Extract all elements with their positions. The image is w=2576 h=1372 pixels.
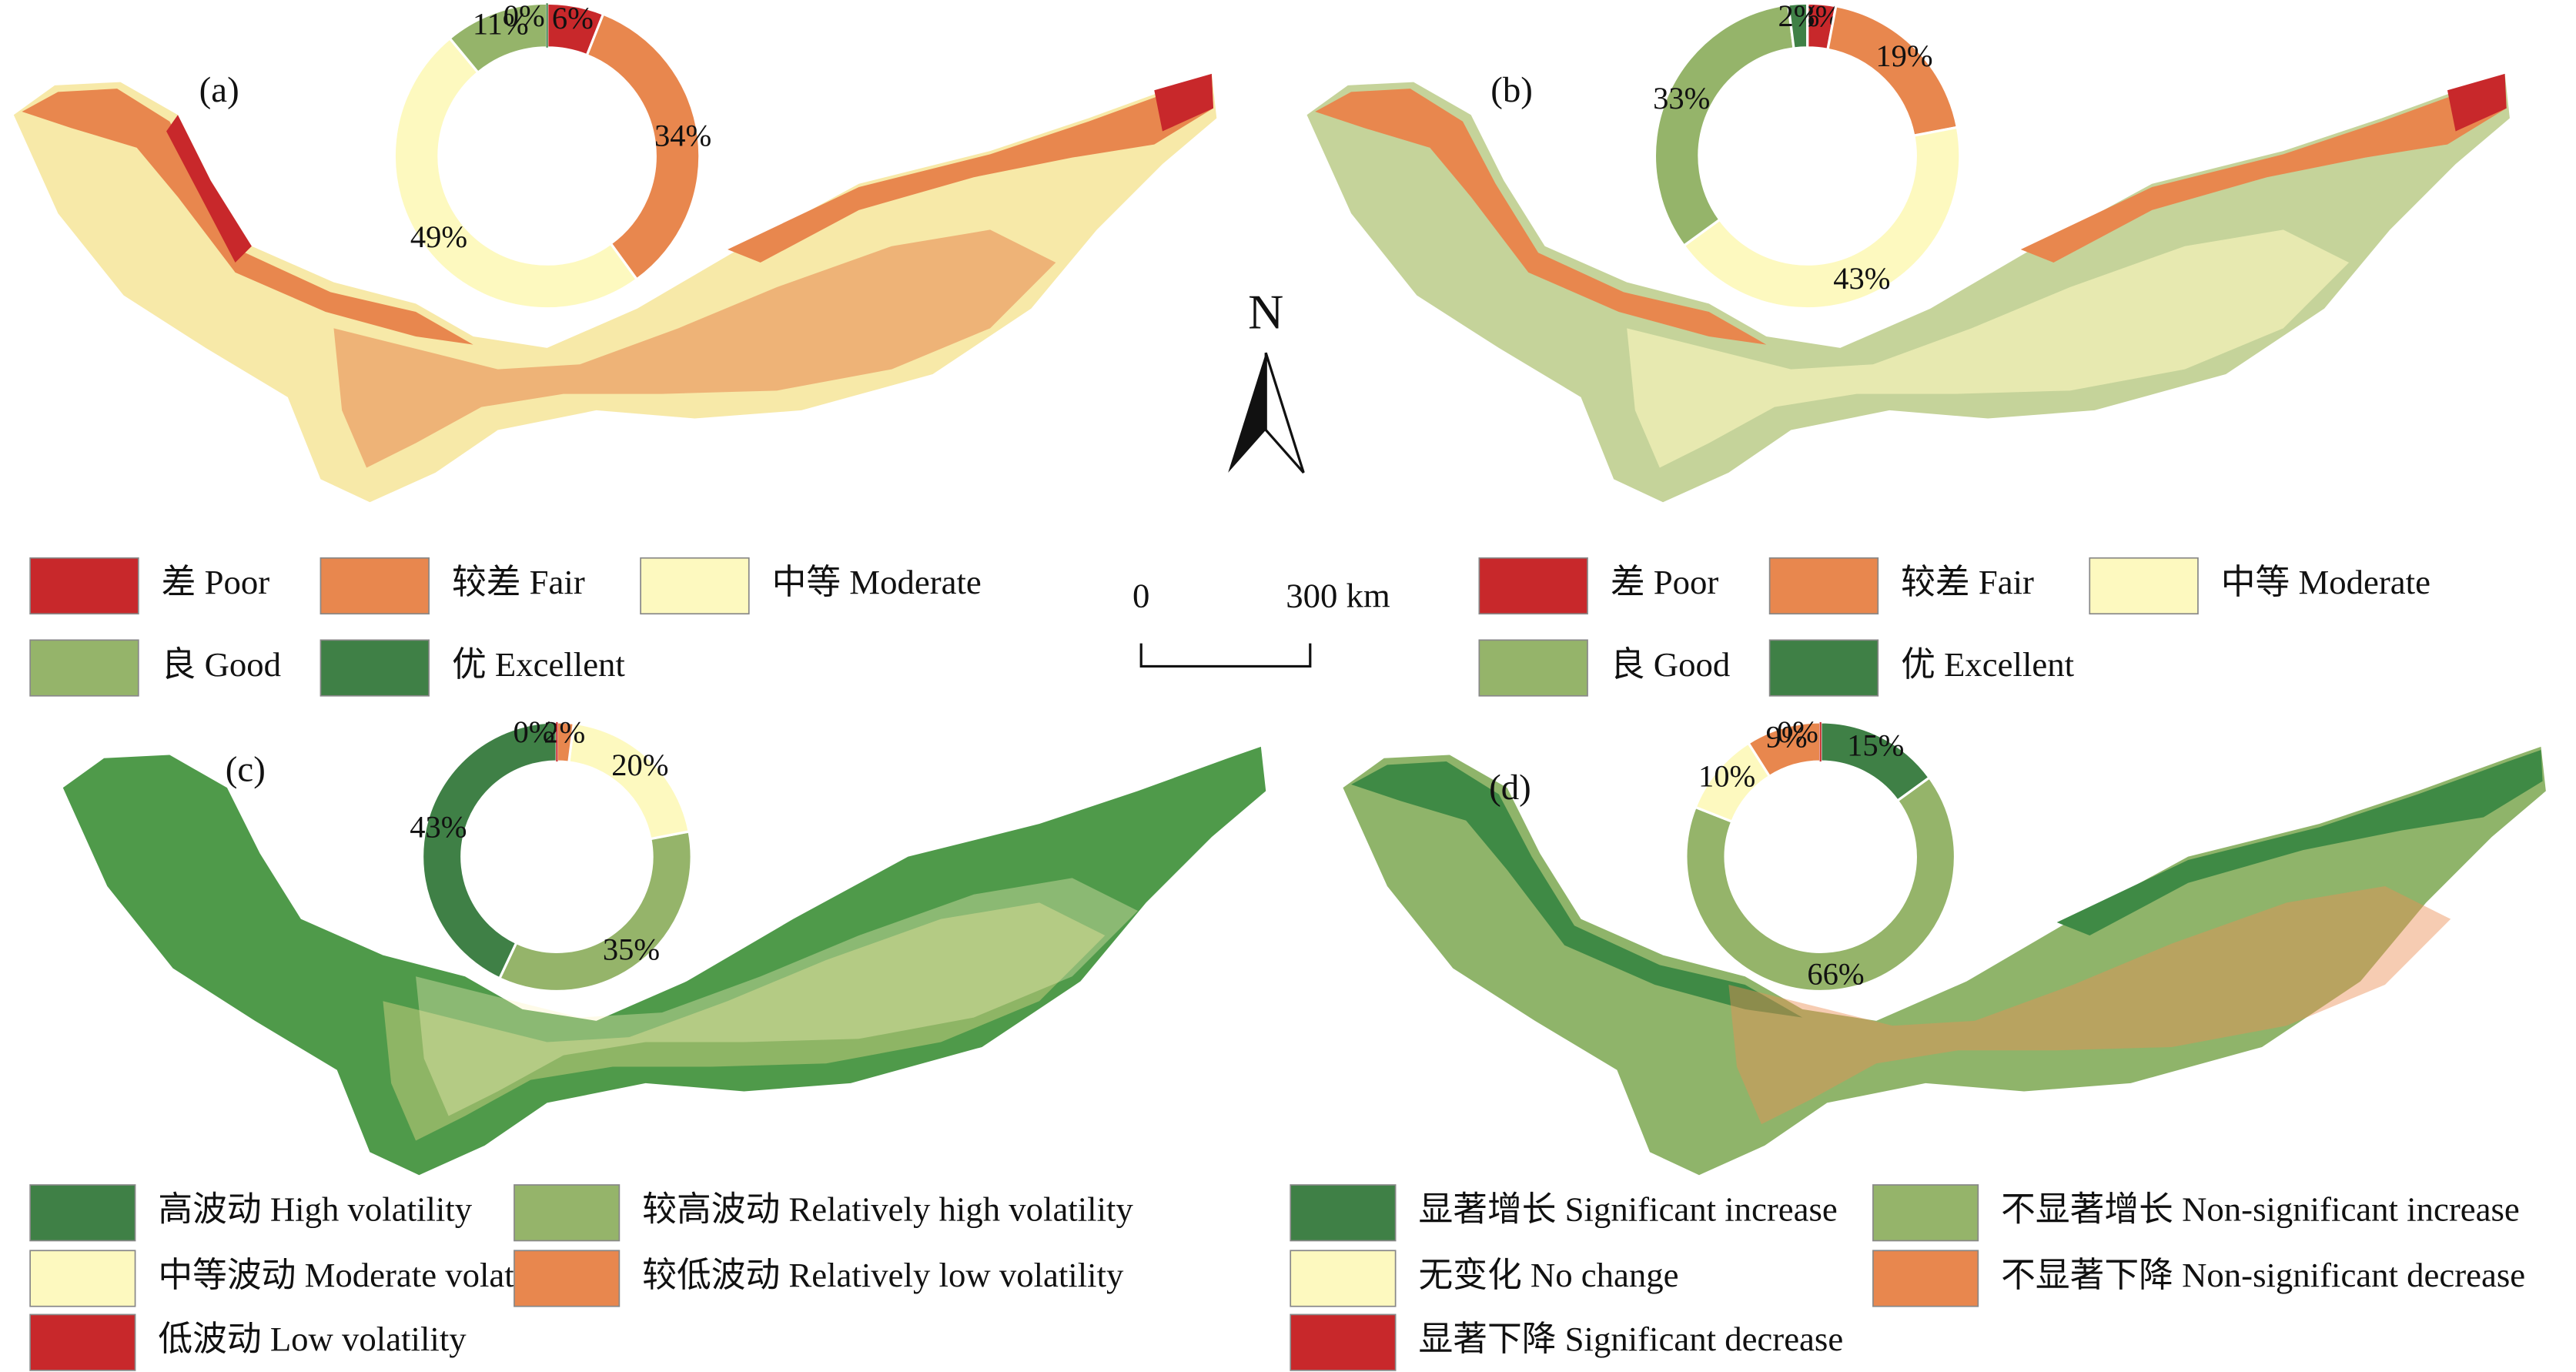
legend-label: 良 Good: [162, 645, 281, 684]
legend-label: 优 Excellent: [452, 645, 625, 684]
panel-label: (c): [226, 750, 266, 790]
donut-chart: 6% 34% 49% 11%0% (a) 差 Poor 较差 Fair 中等 Moderate…: [29, 0, 982, 697]
legend-label: 显著下降 Significant decrease: [1418, 1320, 1843, 1358]
value-label: 10%: [1698, 758, 1755, 793]
legend-swatch: [514, 1250, 621, 1307]
legend-label: 较差 Fair: [1901, 563, 2034, 601]
donut-chart: 3%19%43%33%2%(b)差 Poor 较差 Fair 中等 Moderate…: [1478, 0, 2430, 697]
value-label: 49%: [410, 219, 467, 254]
legend-label: 较低波动 Relatively low volatility: [642, 1256, 1124, 1294]
legend-label: 中等波动 Moderate volatility: [158, 1256, 570, 1294]
legend-label: 无变化 No change: [1418, 1256, 1678, 1294]
legend-label: 低波动 Low volatility: [158, 1320, 467, 1358]
donut-segment: [585, 12, 701, 282]
panel-label: (a): [199, 70, 239, 110]
value-label: 6%: [552, 1, 594, 35]
legend-swatch: [29, 1250, 136, 1307]
legend-swatch: [29, 557, 139, 615]
legend-swatch: [2089, 557, 2199, 615]
legend-swatch: [29, 1184, 136, 1242]
donut-segment: [1682, 125, 1962, 310]
legend-swatch: [319, 639, 430, 697]
donut-segment: [1787, 2, 1809, 50]
legend-label: 中等 Moderate: [2221, 563, 2430, 601]
value-label: 33%: [1653, 81, 1710, 115]
map-b: [1306, 73, 2510, 503]
donut-segment: [497, 830, 693, 993]
legend-swatch: [1290, 1250, 1397, 1307]
value-label: 15%: [1847, 728, 1904, 762]
legend-swatch: [1290, 1184, 1397, 1242]
value-label: 19%: [1875, 38, 1932, 73]
value-label: 43%: [1833, 261, 1890, 296]
legend-label: 优 Excellent: [1901, 645, 2074, 684]
legend-swatch: [1290, 1313, 1397, 1371]
legend-swatch: [640, 557, 750, 615]
legend-label: 良 Good: [1611, 645, 1730, 684]
value-label: 43%: [410, 810, 467, 845]
legend-label: 中等 Moderate: [772, 563, 982, 601]
value-label: 66%: [1807, 956, 1864, 991]
legend-label: 差 Poor: [162, 563, 270, 601]
north-arrow: N: [1228, 284, 1305, 474]
legend-swatch: [319, 557, 430, 615]
value-label: 11%: [473, 6, 529, 41]
donut-segment: [1684, 775, 1957, 993]
legend-label: 较高波动 Relatively high volatility: [642, 1190, 1133, 1229]
scale-bar: 0 300 km: [1132, 577, 1390, 668]
legend-swatch: [29, 639, 139, 697]
legend-swatch: [1478, 557, 1588, 615]
scale-end: 300 km: [1286, 577, 1390, 615]
legend-label: 不显著增长 Non-significant increase: [2001, 1190, 2520, 1229]
legend-label: 高波动 High volatility: [158, 1190, 472, 1229]
legend-swatch: [1872, 1184, 1979, 1242]
legend-swatch: [1478, 639, 1588, 697]
value-label: 0%: [514, 714, 555, 749]
donut-segment: [420, 721, 558, 980]
donut-chart: 43% 35% 20% 2%0% (c) 高波动 High volatility 较高波动 …: [29, 714, 1133, 1371]
legend-label: 显著增长 Significant increase: [1418, 1190, 1837, 1229]
value-label: 35%: [603, 932, 660, 967]
north-label: N: [1248, 284, 1283, 339]
panel-label: (b): [1490, 70, 1533, 110]
legend-swatch: [29, 1313, 136, 1371]
donut-chart: 15% 66% 10% 9%0% (d) 显著增长 Significant increas…: [1290, 714, 2525, 1371]
legend-swatch: [1768, 639, 1879, 697]
value-label: 34%: [654, 118, 711, 152]
panel-label: (d): [1489, 768, 1531, 808]
legend-label: 不显著下降 Non-significant decrease: [2001, 1256, 2525, 1294]
legend-label: 差 Poor: [1611, 563, 1719, 601]
value-label: 9%: [1766, 720, 1808, 755]
legend-swatch: [1872, 1250, 1979, 1307]
value-label: 2%: [544, 715, 585, 750]
donut-segment: [1653, 3, 1795, 248]
value-label: 2%: [1778, 0, 1819, 33]
legend-label: 较差 Fair: [452, 563, 585, 601]
scale-start: 0: [1132, 577, 1149, 615]
value-label: 0%: [1777, 714, 1818, 749]
legend-swatch: [514, 1184, 621, 1242]
legend-swatch: [1768, 557, 1879, 615]
donut-segment: [393, 36, 639, 310]
value-label: 20%: [611, 748, 668, 782]
value-label: 0%: [503, 0, 545, 33]
